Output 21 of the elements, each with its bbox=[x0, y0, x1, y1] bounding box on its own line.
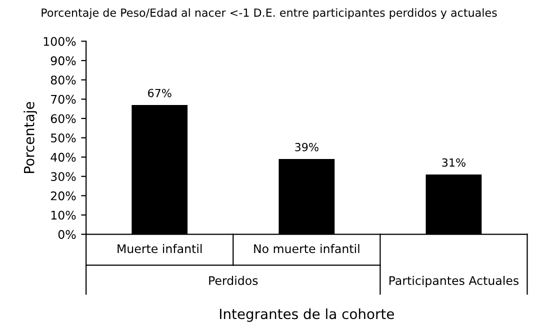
y-tick-label: 30% bbox=[51, 172, 76, 182]
y-tick-label: 0% bbox=[58, 230, 76, 239]
data-label: 31% bbox=[442, 158, 466, 167]
text: Participantes Actuales bbox=[389, 276, 519, 288]
y-tick-label: 50% bbox=[51, 134, 76, 142]
x-axis-title: Integrantes de la cohorte bbox=[220, 308, 394, 322]
y-tick-label: 70% bbox=[51, 94, 76, 104]
y-axis-title: Porcentaje bbox=[24, 102, 38, 173]
chart-title: Porcentaje de Peso/Edad al nacer <-1 D.E. entre participantes perdidos y actuales bbox=[42, 8, 497, 20]
text: Perdidos bbox=[209, 276, 258, 286]
y-tick-label: 100% bbox=[44, 36, 76, 46]
y-tick-label: 80% bbox=[50, 76, 76, 85]
y-tick-label: 90% bbox=[50, 56, 76, 66]
y-tick-label: 20% bbox=[50, 191, 76, 200]
x-tick-label: Muerte infantil bbox=[118, 244, 202, 254]
y-tick-label: 40% bbox=[50, 152, 76, 162]
x-tick-label: No muerte infantil bbox=[254, 244, 360, 254]
y-tick-label: 10% bbox=[51, 210, 76, 220]
y-tick-label: 60% bbox=[50, 114, 76, 124]
data-label: 39% bbox=[295, 142, 318, 152]
data-label: 67% bbox=[148, 88, 172, 98]
